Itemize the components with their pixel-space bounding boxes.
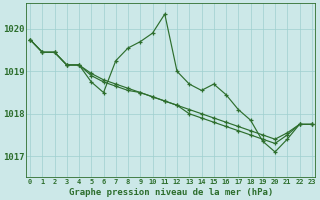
X-axis label: Graphe pression niveau de la mer (hPa): Graphe pression niveau de la mer (hPa) [69,188,273,197]
